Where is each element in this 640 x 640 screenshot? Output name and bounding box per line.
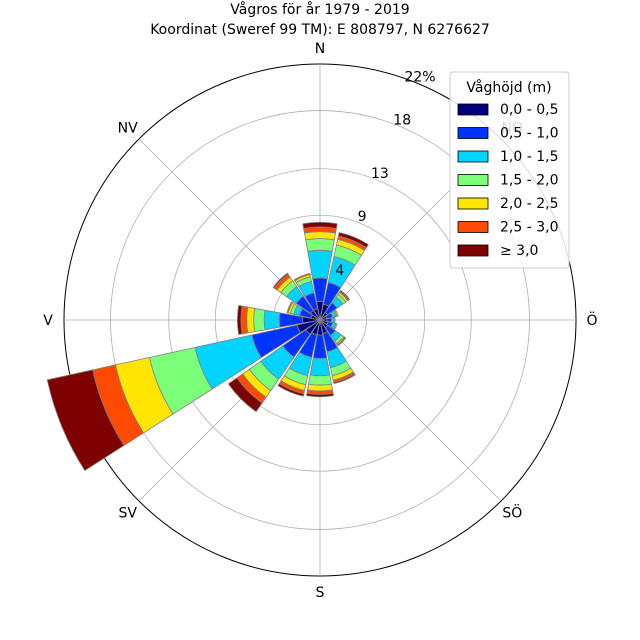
radial-tick-label: 18 bbox=[393, 113, 411, 129]
legend-label: 1,5 - 2,0 bbox=[500, 173, 558, 189]
rose-bars bbox=[46, 221, 369, 472]
rose-bar-S-bin-2 bbox=[309, 357, 331, 377]
rose-bar-SSV-bin-6 bbox=[277, 383, 305, 397]
radial-tick-label: 13 bbox=[371, 166, 389, 182]
rose-bar-S-bin-3 bbox=[308, 374, 332, 386]
legend-swatch bbox=[457, 174, 489, 186]
legend-swatch bbox=[457, 103, 489, 116]
radial-tick-label: 4 bbox=[335, 263, 344, 279]
direction-label-Ö: Ö bbox=[586, 311, 597, 329]
rose-bar-ONO-bin-4 bbox=[334, 309, 339, 317]
legend-swatch bbox=[457, 150, 489, 163]
rose-bar-SSO-bin-6 bbox=[333, 373, 356, 385]
radial-tick-labels: 4 9 13 18 22% bbox=[335, 70, 435, 280]
rose-bar-VNV-bin-5 bbox=[286, 301, 294, 314]
legend-label: 0,0 - 0,5 bbox=[500, 102, 558, 118]
direction-label-SÖ: SÖ bbox=[502, 503, 522, 521]
direction-label-V: V bbox=[43, 313, 53, 329]
rose-bar-N-bin-3 bbox=[305, 238, 335, 252]
legend-swatch bbox=[457, 127, 489, 139]
legend-swatch bbox=[457, 197, 489, 210]
direction-label-SV: SV bbox=[118, 505, 137, 521]
direction-label-NV: NV bbox=[118, 121, 138, 137]
rose-bar-V-bin-6 bbox=[236, 305, 243, 335]
direction-label-N: N bbox=[315, 41, 325, 57]
rose-bar-N-bin-6 bbox=[302, 221, 338, 229]
rose-bar-V-bin-2 bbox=[263, 309, 281, 331]
rose-bar-SÖ-bin-5 bbox=[336, 336, 347, 347]
rose-bar-SV-bin-6 bbox=[227, 377, 263, 413]
radial-tick-label: 9 bbox=[358, 209, 367, 225]
legend: Våghöjd (m) 0,0 - 0,5 0,5 - 1,0 1,0 - 1,5 1… bbox=[449, 71, 570, 269]
legend-label: 2,0 - 2,5 bbox=[500, 196, 558, 212]
legend-label: 0,5 - 1,0 bbox=[500, 126, 558, 142]
rose-bar-NNV-bin-5 bbox=[293, 272, 311, 282]
rose-bar-OSO-bin-3 bbox=[333, 323, 338, 330]
rose-bar-V-bin-4 bbox=[246, 306, 256, 334]
grid-spoke bbox=[319, 319, 502, 502]
radial-tick-label: 22% bbox=[404, 70, 435, 86]
direction-label-S: S bbox=[316, 585, 325, 601]
rose-bar-N-bin-4 bbox=[303, 231, 337, 241]
legend-title: Våghöjd (m) bbox=[466, 79, 551, 96]
chart-subtitle: Koordinat (Sweref 99 TM): E 808797, N 62… bbox=[150, 22, 490, 38]
legend-label: ≥ 3,0 bbox=[500, 243, 538, 259]
rose-bar-V-bin-5 bbox=[240, 305, 249, 335]
rose-bar-NNO-bin-6 bbox=[337, 232, 369, 249]
rose-bar-V-bin-3 bbox=[253, 307, 266, 333]
rose-bar-S-bin-4 bbox=[307, 383, 333, 392]
rose-bar-NO-bin-6 bbox=[339, 289, 351, 301]
legend-items: 0,0 - 0,5 0,5 - 1,0 1,0 - 1,5 1,5 - 2,0 2,0 … bbox=[457, 102, 558, 259]
rose-bar-VSV-bin-6 bbox=[46, 369, 125, 472]
legend-label: 2,5 - 3,0 bbox=[500, 220, 558, 236]
chart-title: Vågros för år 1979 - 2019 bbox=[230, 1, 409, 18]
rose-bar-NV-bin-6 bbox=[272, 272, 289, 289]
legend-label: 1,0 - 1,5 bbox=[500, 149, 558, 165]
legend-swatch bbox=[457, 221, 489, 233]
rose-bar-Ö-bin-3 bbox=[333, 316, 336, 324]
legend-frame bbox=[449, 71, 570, 269]
rose-bar-S-bin-6 bbox=[306, 392, 334, 398]
legend-swatch bbox=[457, 244, 489, 257]
